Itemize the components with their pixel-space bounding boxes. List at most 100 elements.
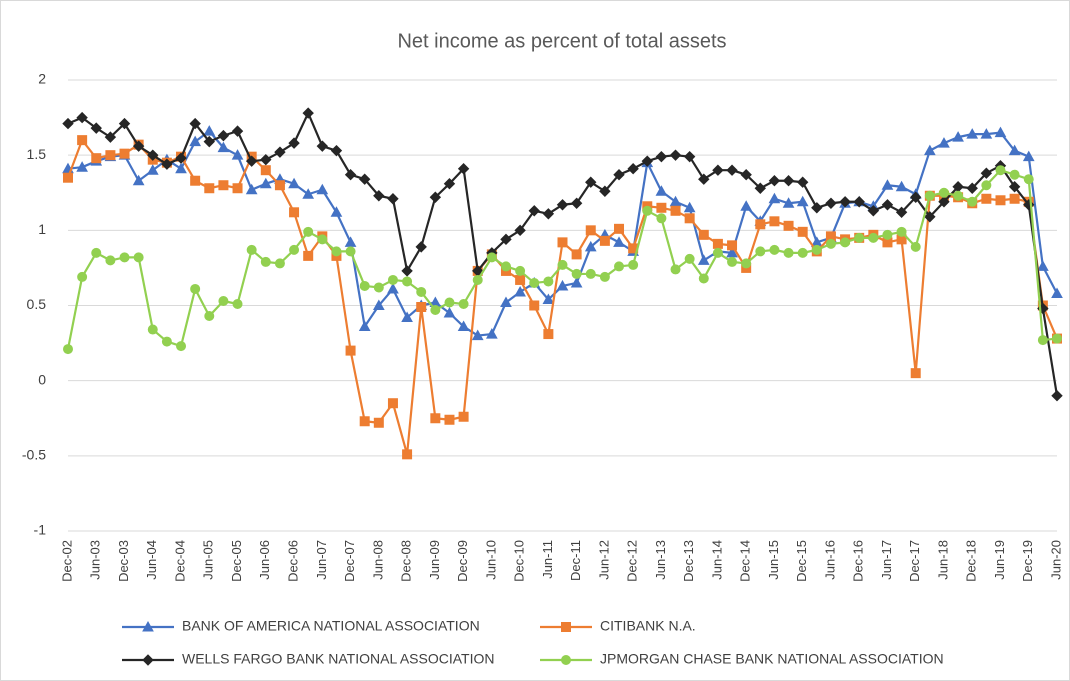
- data-point: [980, 167, 993, 179]
- x-tick-label: Jun-20: [1048, 540, 1063, 580]
- data-point: [571, 268, 582, 279]
- data-point: [1051, 389, 1063, 402]
- data-point: [471, 329, 484, 341]
- data-point: [881, 199, 894, 211]
- data-point: [90, 122, 102, 134]
- data-point: [768, 192, 781, 204]
- data-point: [783, 247, 794, 258]
- data-point: [712, 164, 724, 176]
- data-point: [1008, 181, 1021, 193]
- data-point: [302, 188, 315, 199]
- legend-marker: [142, 620, 154, 632]
- data-point: [769, 244, 780, 255]
- data-point: [402, 449, 413, 460]
- data-point: [895, 180, 908, 192]
- x-tick-label: Jun-15: [766, 540, 781, 580]
- data-point: [542, 208, 555, 220]
- data-point: [683, 201, 696, 213]
- x-tick-label: Dec-05: [229, 540, 244, 582]
- data-point: [133, 252, 144, 263]
- data-point: [118, 117, 131, 130]
- x-tick-label: Dec-04: [172, 540, 187, 582]
- data-point: [514, 224, 526, 237]
- legend-label: JPMORGAN CHASE BANK NATIONAL ASSOCIATION: [600, 651, 944, 667]
- data-point: [359, 280, 370, 291]
- x-tick-label: Jun-18: [935, 540, 950, 580]
- x-tick-label: Jun-14: [709, 540, 724, 580]
- x-tick-label: Dec-13: [681, 540, 696, 582]
- data-point: [132, 174, 145, 186]
- data-point: [190, 283, 201, 294]
- x-tick-label: Dec-06: [285, 540, 300, 582]
- data-point: [755, 246, 766, 257]
- data-point: [529, 300, 540, 311]
- data-point: [853, 196, 865, 208]
- x-tick-label: Dec-11: [568, 540, 583, 581]
- data-point: [317, 234, 328, 245]
- data-point: [811, 202, 823, 214]
- data-point: [670, 264, 681, 275]
- data-point: [782, 175, 795, 187]
- data-point: [316, 140, 329, 152]
- data-point: [204, 311, 215, 322]
- data-point: [840, 237, 851, 248]
- data-point: [924, 211, 936, 223]
- data-point: [584, 240, 597, 252]
- data-point: [457, 320, 470, 332]
- data-point: [613, 236, 625, 247]
- data-point: [854, 232, 865, 243]
- data-point: [782, 197, 795, 208]
- data-point: [302, 107, 314, 119]
- data-point: [952, 131, 964, 142]
- data-point: [669, 149, 682, 161]
- data-point: [345, 246, 356, 257]
- data-point: [217, 129, 230, 142]
- legend-marker: [561, 622, 571, 632]
- data-point: [712, 247, 723, 258]
- data-point: [260, 153, 272, 166]
- data-point: [245, 183, 258, 195]
- data-point: [486, 328, 498, 339]
- data-point: [712, 238, 723, 249]
- data-point: [910, 241, 921, 252]
- data-point: [105, 255, 116, 266]
- data-point: [1009, 193, 1020, 204]
- data-point: [670, 205, 681, 216]
- data-point: [1022, 150, 1035, 162]
- data-point: [825, 238, 836, 249]
- data-point: [147, 149, 159, 161]
- data-point: [274, 146, 286, 158]
- data-point: [203, 125, 216, 136]
- data-point: [387, 193, 399, 205]
- data-point: [966, 182, 978, 194]
- data-point: [995, 165, 1006, 176]
- data-point: [642, 205, 653, 216]
- data-point: [755, 219, 766, 230]
- data-point: [415, 241, 427, 253]
- data-point: [91, 153, 102, 164]
- data-point: [204, 183, 215, 194]
- data-point: [458, 411, 469, 422]
- chart-title: Net income as percent of total assets: [397, 30, 726, 52]
- data-point: [472, 274, 483, 285]
- data-point: [76, 111, 88, 124]
- data-point: [684, 253, 695, 264]
- data-point: [500, 296, 512, 307]
- data-point: [1008, 144, 1021, 156]
- data-point: [303, 226, 314, 237]
- data-point: [457, 162, 470, 175]
- data-point: [189, 117, 201, 130]
- x-tick-label: Dec-19: [1020, 540, 1035, 582]
- data-point: [867, 205, 880, 217]
- data-point: [796, 176, 809, 188]
- data-point: [614, 261, 625, 272]
- data-point: [458, 298, 469, 309]
- y-tick-label: -0.5: [22, 447, 46, 463]
- data-point: [994, 126, 1007, 138]
- data-point: [146, 164, 159, 175]
- data-point: [203, 135, 215, 148]
- x-tick-label: Dec-17: [907, 540, 922, 582]
- data-point: [77, 271, 88, 282]
- data-point: [91, 247, 102, 258]
